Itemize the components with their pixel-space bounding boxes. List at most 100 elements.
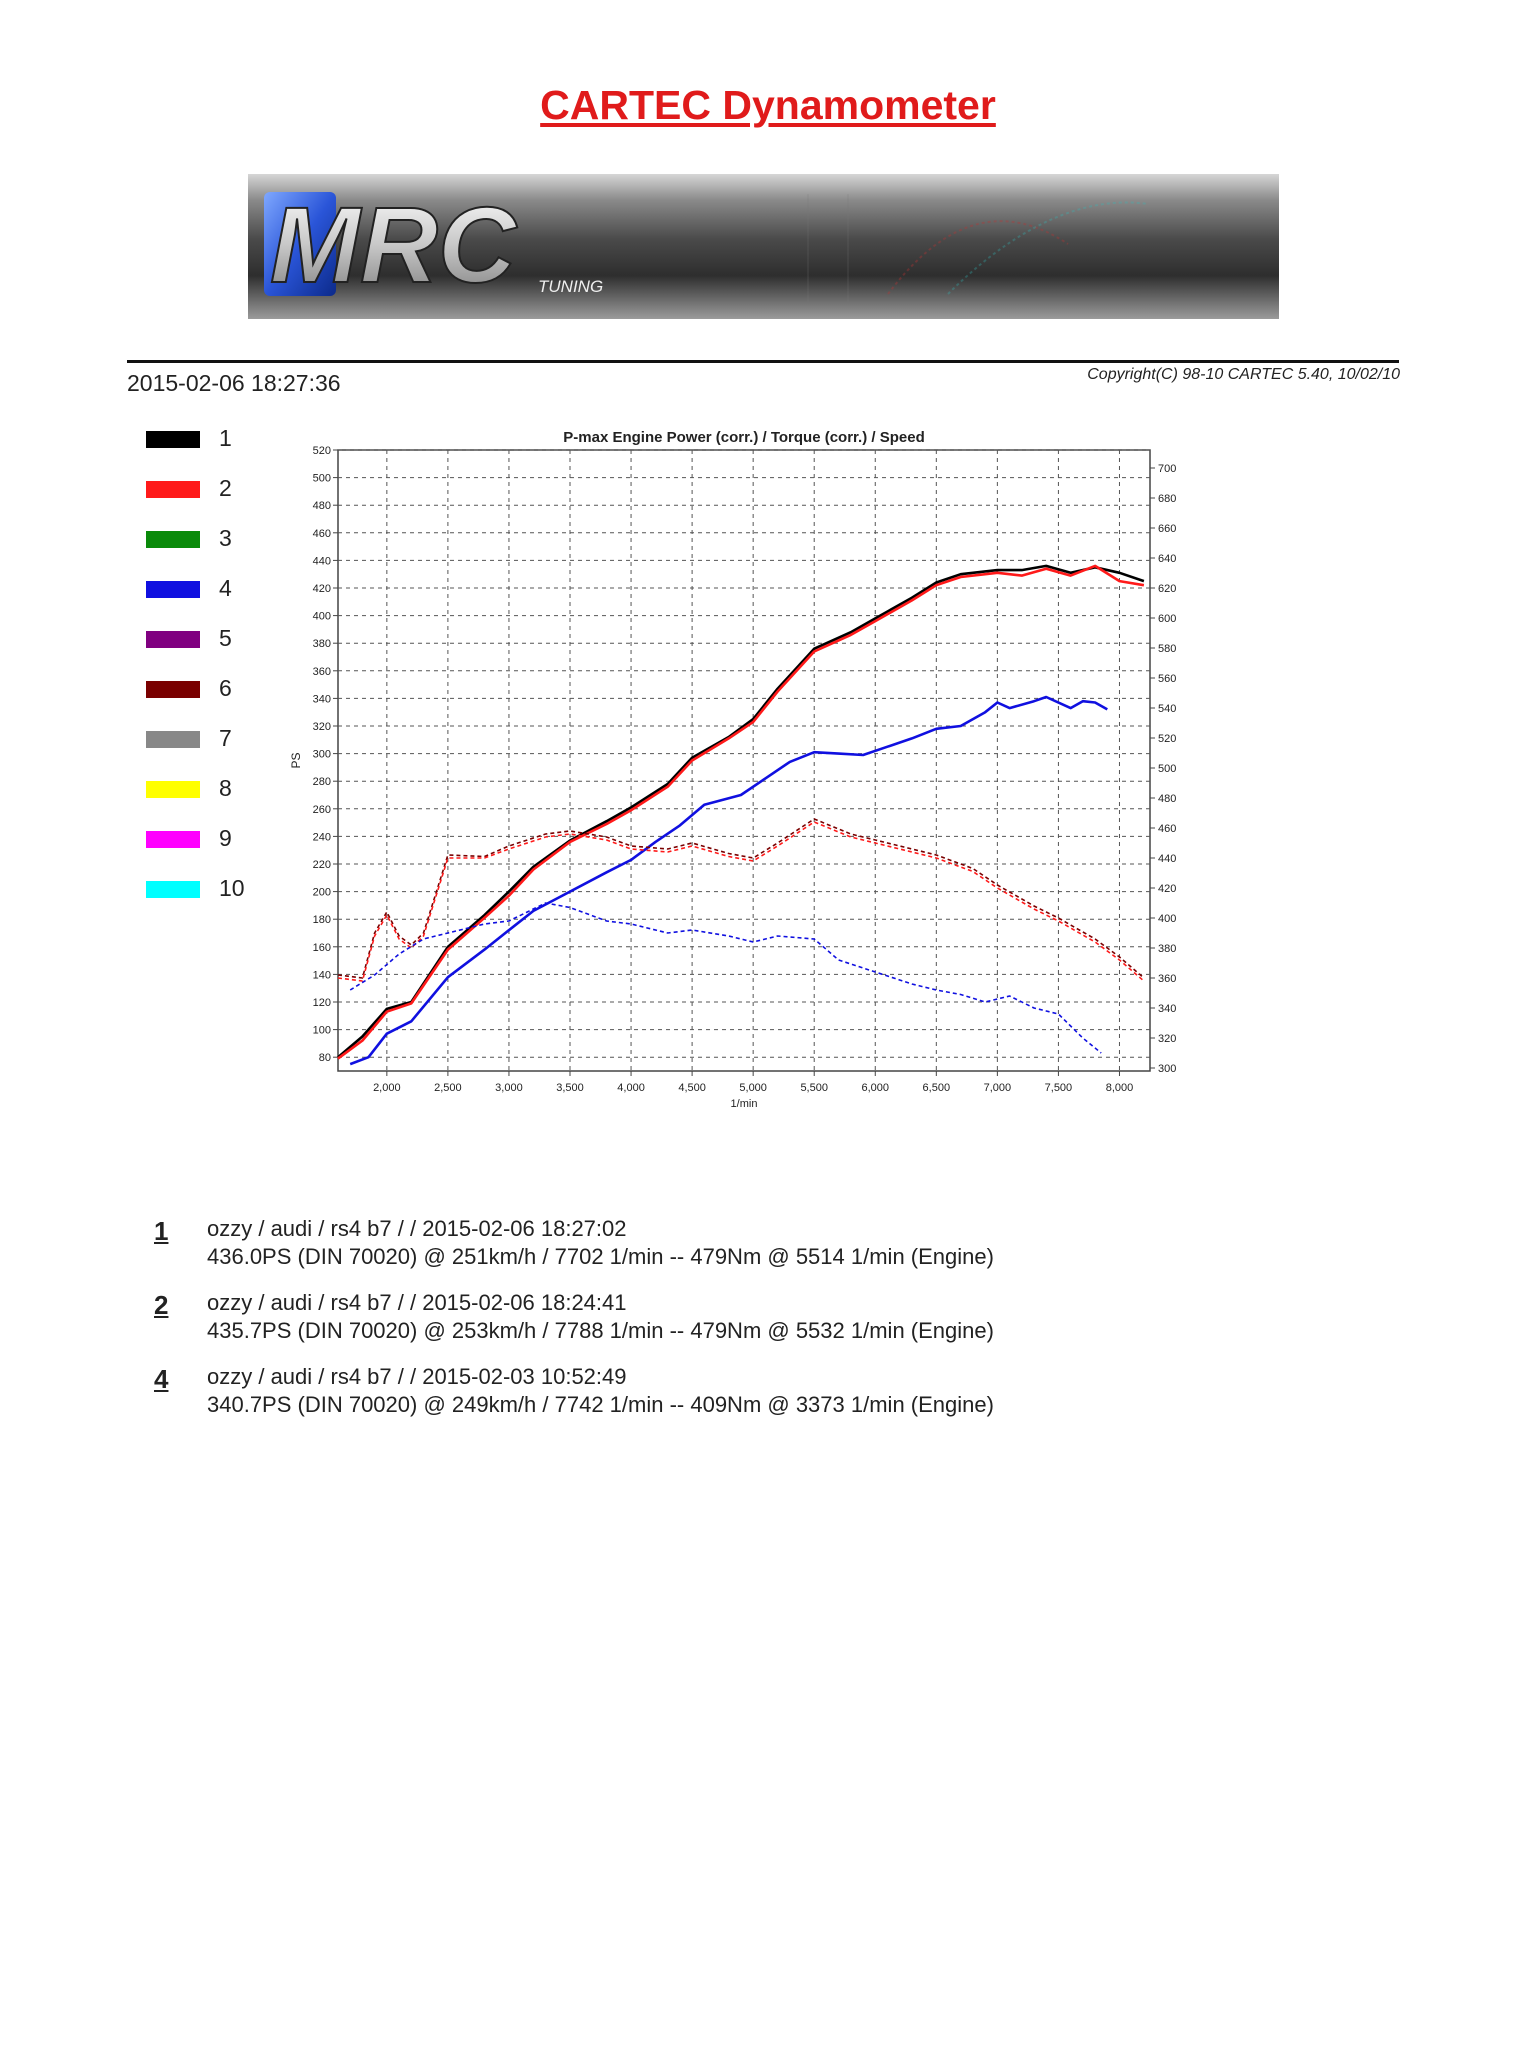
y2-tick-label: 340 <box>1158 1003 1176 1015</box>
x-tick-label: 7,500 <box>1045 1082 1073 1094</box>
dyno-chart: P-max Engine Power (corr.) / Torque (cor… <box>289 429 1176 1110</box>
legend-label: 3 <box>219 525 232 551</box>
legend-label: 6 <box>219 675 232 701</box>
x-tick-label: 3,500 <box>556 1082 584 1094</box>
run-result: 436.0PS (DIN 70020) @ 251km/h / 7702 1/m… <box>207 1244 994 1269</box>
run-result: 435.7PS (DIN 70020) @ 253km/h / 7788 1/m… <box>207 1318 994 1343</box>
legend-swatch <box>146 831 200 848</box>
y2-tick-label: 480 <box>1158 793 1176 805</box>
y2-tick-label: 420 <box>1158 883 1176 895</box>
y2-tick-label: 380 <box>1158 943 1176 955</box>
y2-tick-label: 620 <box>1158 583 1176 595</box>
x-tick-label: 3,000 <box>495 1082 523 1094</box>
x-tick-label: 6,000 <box>861 1082 889 1094</box>
legend-swatch <box>146 531 200 548</box>
y-tick-label: 260 <box>313 804 331 816</box>
y-tick-label: 520 <box>313 445 331 457</box>
legend-swatch <box>146 781 200 798</box>
y2-tick-label: 700 <box>1158 463 1176 475</box>
logo-blue-mark <box>264 192 336 296</box>
x-tick-label: 7,000 <box>984 1082 1012 1094</box>
run-summary: 2 ozzy / audi / rs4 b7 / / 2015-02-06 18:… <box>0 1290 1200 1350</box>
y-tick-label: 380 <box>313 638 331 650</box>
legend-item: 4 <box>146 575 286 605</box>
y2-tick-label: 460 <box>1158 823 1176 835</box>
y-tick-label: 400 <box>313 611 331 623</box>
x-axis-label: 1/min <box>731 1098 758 1110</box>
mrc-tuning-banner: MRC TUNING <box>248 174 1279 319</box>
banner-graphic: MRC TUNING <box>264 183 1149 306</box>
series-torque-run-4 <box>349 902 1102 1054</box>
legend-label: 2 <box>219 475 232 501</box>
y-tick-label: 460 <box>313 528 331 540</box>
y2-tick-label: 640 <box>1158 553 1176 565</box>
legend-label: 7 <box>219 725 232 751</box>
y-tick-label: 160 <box>313 942 331 954</box>
run-info: ozzy / audi / rs4 b7 / / 2015-02-03 10:5… <box>207 1364 627 1389</box>
x-tick-label: 5,000 <box>739 1082 767 1094</box>
x-tick-label: 2,500 <box>434 1082 462 1094</box>
legend-item: 1 <box>146 425 286 455</box>
series-power-run-4 <box>349 695 1108 1066</box>
run-summary: 1 ozzy / audi / rs4 b7 / / 2015-02-06 18:… <box>0 1216 1200 1276</box>
y2-tick-label: 580 <box>1158 643 1176 655</box>
legend-swatch <box>146 481 200 498</box>
y-tick-label: 420 <box>313 583 331 595</box>
y2-tick-label: 440 <box>1158 853 1176 865</box>
y-tick-label: 140 <box>313 969 331 981</box>
y2-tick-label: 300 <box>1158 1063 1176 1075</box>
legend-item: 9 <box>146 825 286 855</box>
run-info: ozzy / audi / rs4 b7 / / 2015-02-06 18:2… <box>207 1290 627 1315</box>
y-tick-label: 200 <box>313 887 331 899</box>
y2-tick-label: 560 <box>1158 673 1176 685</box>
y2-tick-label: 400 <box>1158 913 1176 925</box>
banner-logo-subtext: TUNING <box>538 277 603 296</box>
y2-tick-label: 320 <box>1158 1033 1176 1045</box>
header-rule <box>127 360 1399 363</box>
legend-swatch <box>146 681 200 698</box>
y2-tick-label: 600 <box>1158 613 1176 625</box>
plot-area <box>337 449 1151 1072</box>
legend-item: 5 <box>146 625 286 655</box>
y-tick-label: 360 <box>313 666 331 678</box>
x-tick-label: 8,000 <box>1106 1082 1134 1094</box>
y-tick-label: 240 <box>313 831 331 843</box>
legend-item: 2 <box>146 475 286 505</box>
y2-tick-label: 540 <box>1158 703 1176 715</box>
banner-logo-text: MRC <box>270 184 518 305</box>
legend-swatch <box>146 631 200 648</box>
y-tick-label: 100 <box>313 1025 331 1037</box>
legend-swatch <box>146 581 200 598</box>
series-torque-run-1 <box>337 818 1145 979</box>
legend-label: 5 <box>219 625 232 651</box>
x-tick-label: 4,500 <box>678 1082 706 1094</box>
run-number: 1 <box>154 1216 169 1246</box>
y-tick-label: 300 <box>313 749 331 761</box>
y-tick-label: 500 <box>313 473 331 485</box>
run-summary: 4 ozzy / audi / rs4 b7 / / 2015-02-03 10:… <box>0 1364 1200 1424</box>
series-power-run-2 <box>337 564 1145 1060</box>
y-tick-label: 480 <box>313 500 331 512</box>
y-tick-label: 220 <box>313 859 331 871</box>
y-tick-label: 280 <box>313 776 331 788</box>
legend-item: 7 <box>146 725 286 755</box>
report-datetime: 2015-02-06 18:27:36 <box>127 370 341 396</box>
legend-label: 9 <box>219 825 232 851</box>
y2-tick-label: 520 <box>1158 733 1176 745</box>
x-tick-label: 2,000 <box>373 1082 401 1094</box>
y2-tick-label: 680 <box>1158 493 1176 505</box>
legend-item: 8 <box>146 775 286 805</box>
page-title: CARTEC Dynamometer <box>540 82 996 128</box>
legend-swatch <box>146 431 200 448</box>
legend-swatch <box>146 731 200 748</box>
legend-item: 10 <box>146 875 286 905</box>
copyright-notice: Copyright(C) 98-10 CARTEC 5.40, 10/02/10 <box>1087 366 1400 383</box>
y2-tick-label: 500 <box>1158 763 1176 775</box>
y-tick-label: 120 <box>313 997 331 1009</box>
y-tick-label: 340 <box>313 693 331 705</box>
legend-item: 3 <box>146 525 286 555</box>
y-tick-label: 80 <box>319 1052 331 1064</box>
legend-label: 8 <box>219 775 232 801</box>
chart-title: P-max Engine Power (corr.) / Torque (cor… <box>563 429 924 446</box>
y-tick-label: 320 <box>313 721 331 733</box>
